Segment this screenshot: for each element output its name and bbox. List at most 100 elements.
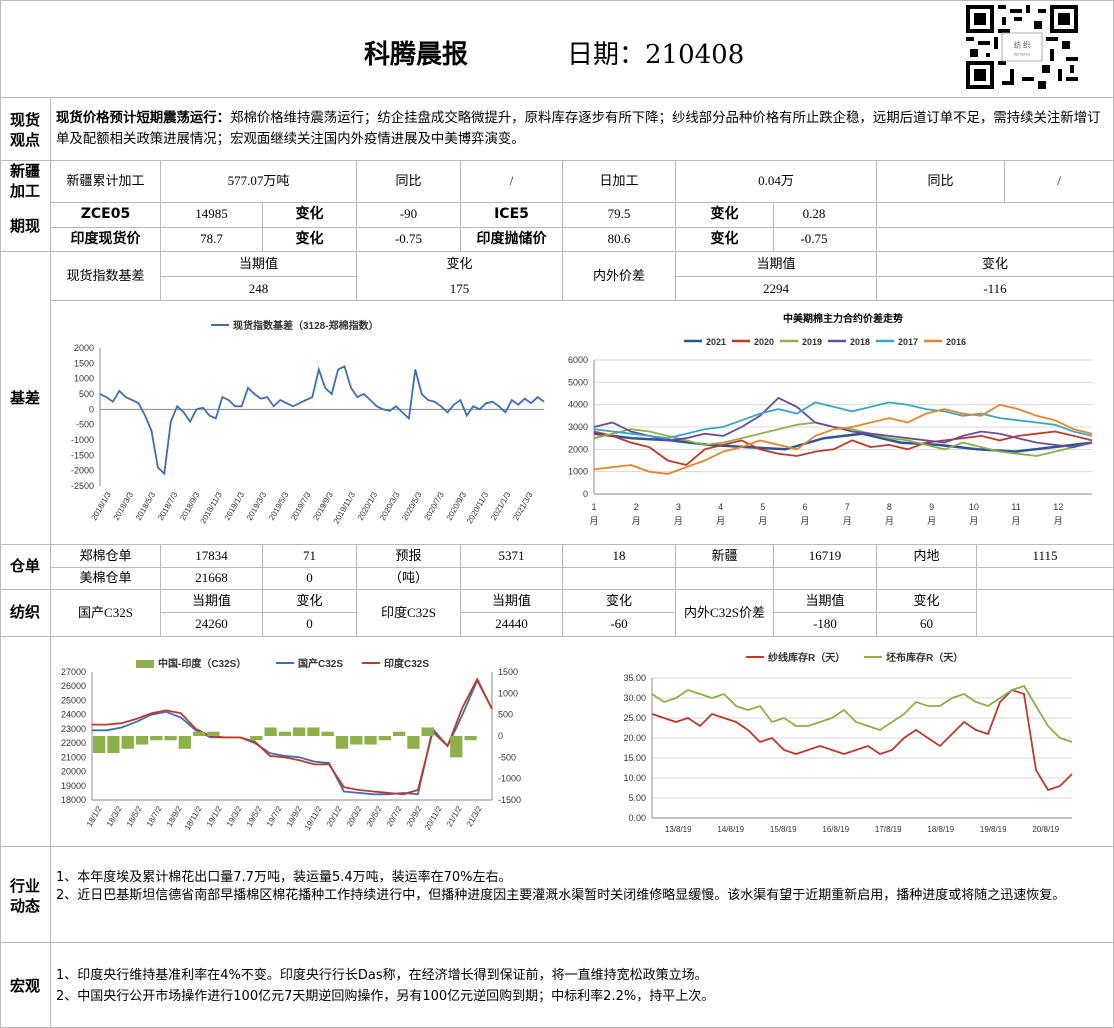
x-tick-label: 2018/11/3 [199,490,225,525]
x-tick-label: 19/7/2 [265,804,284,828]
y-tick-label: 21000 [61,752,86,762]
wh-us-change: 0 [306,570,313,585]
series-line [593,403,1093,475]
x-tick-label: 20/5/2 [365,804,384,828]
x-tick-label: 20/3/2 [345,804,364,828]
y-tick-label: -2000 [71,466,94,476]
section-label-macro: 宏观 [9,977,40,995]
y-tick-label: 2000 [74,343,94,353]
xj-cell-total: 577.07万吨 [227,173,290,188]
wh-inland-label: 内地 [913,548,940,563]
bar [364,736,377,745]
x-tick-label: 20/1/2 [325,804,344,828]
report-date: 日期：210408 [567,40,745,70]
spot-view-text: 郑棉价格维持震荡运行；纺企挂盘成交略微提升，原料库存逐步有所下降；纱线部分品种价… [56,111,1101,147]
x-tick-label: 2019/5/3 [267,490,291,522]
fut-zce-change: -90 [399,206,418,221]
y-tick-label: 5.00 [628,793,646,803]
x-tick-label: 月 [969,516,978,526]
x-tick-label: 2018/7/3 [156,490,180,522]
y2-tick-label: 0 [498,731,503,741]
legend-label: 2017 [898,337,918,347]
y-tick-label: 500 [79,389,94,399]
fut-ice-value: 79.5 [607,206,631,221]
xj-cell-label: 新疆累计加工 [66,173,145,188]
x-tick-label: 3 [676,502,681,512]
y-tick-label: -2500 [71,481,94,491]
x-tick-label: 21/1/2 [445,804,464,828]
fut-zce-change-label: 变化 [295,206,324,222]
legend-label: 现货指数基差（3128-郑棉指数） [233,319,379,332]
macro-item-2: 2、中国央行公开市场操作进行100亿元7天期逆回购操作，另有100亿元逆回购到期… [56,989,715,1004]
y-tick-label: 25000 [61,695,86,705]
bar [264,727,277,736]
y-tick-label: 24000 [61,710,86,720]
legend-label: 2016 [946,337,966,347]
bar [407,736,420,749]
y-tick-label: 0 [583,489,588,499]
y-tick-label: 30.00 [623,693,646,703]
x-tick-label: 2018/5/3 [134,490,158,522]
series-line [593,396,1093,449]
y-tick-label: -500 [76,420,94,430]
x-tick-label: 21/3/2 [465,804,484,828]
wh-forecast-label: 预报 [395,548,422,563]
industry-item-1: 1、本年度埃及累计棉花出口量7.7万吨，装运量5.4万吨，装运率在70%左右。 [56,870,512,885]
y2-tick-label: -500 [498,752,516,762]
x-tick-label: 月 [1054,516,1063,526]
y-tick-label: 20000 [61,767,86,777]
y-tick-label: 35.00 [623,673,646,683]
y-tick-label: 0 [89,404,94,414]
y2-tick-label: -1500 [498,795,521,805]
wh-unit-label: （吨） [388,570,428,585]
x-tick-label: 15/8/19 [770,825,797,834]
report-title: 科腾晨报 [364,40,469,70]
bar [278,731,291,736]
x-tick-label: 2021/3/3 [511,490,535,522]
tx-in-change-label: 变化 [605,593,632,608]
section-label-warehouse: 仓单 [9,557,40,575]
fut-ice-label: ICE5 [494,206,529,222]
fut-zce-value: 14985 [195,206,228,221]
inventory-chart: 纱线库存R（天） 坯布库存R（天） 35.00 30.00 25.00 20.00 15.0… [623,651,1073,834]
y-tick-label: 20.00 [623,733,646,743]
x-tick-label: 9 [929,502,934,512]
bar [150,736,163,741]
y2-tick-label: 1500 [498,667,518,677]
x-tick-label: 17/8/19 [875,825,902,834]
x-tick-label: 5 [760,502,765,512]
x-tick-label: 2019/9/3 [311,490,335,522]
section-label-futures: 期现 [9,217,40,235]
series-line [593,432,1093,453]
tx-in-label: 印度C32S [381,605,436,620]
basis-spread-change-value: -116 [983,281,1007,296]
x-tick-label: 20/7/2 [385,804,404,828]
x-tick-label: 2020/5/3 [400,490,424,522]
wh-forecast-change: 18 [612,548,626,563]
y2-tick-label: 1000 [498,688,518,698]
y-tick-label: 2000 [568,444,588,454]
x-tick-label: 18/8/19 [927,825,954,834]
tx-spread-label: 内外C32S价差 [684,605,765,620]
x-tick-label: 19/9/2 [285,804,304,828]
x-tick-label: 月 [589,516,598,526]
y-tick-label: 4000 [568,400,588,410]
y-tick-label: 6000 [568,355,588,365]
fut-ice-change: 0.28 [802,206,826,221]
x-tick-label: 18/9/2 [165,804,184,828]
fut-india-spot-value: 78.7 [200,231,223,246]
svg-text:纺 织: 纺 织 [1014,40,1030,49]
x-tick-label: 18/1/2 [85,804,104,828]
series-line [593,401,1093,440]
x-tick-label: 2019/11/3 [332,490,358,525]
tx-in-current: 24440 [495,616,528,631]
macro-item-1: 1、印度央行维持基准利率在4%不变。印度央行行长Das称，在经济增长得到保证前，… [56,968,708,983]
y-tick-label: -1000 [71,435,94,445]
x-tick-label: 月 [1012,516,1021,526]
x-tick-label: 月 [674,516,683,526]
series-line [99,365,545,476]
x-tick-label: 2019/1/3 [223,490,247,522]
xj-cell-yoy: / [509,173,514,188]
x-tick-label: 7 [845,502,850,512]
legend-label: 坯布库存R（天） [886,651,963,664]
